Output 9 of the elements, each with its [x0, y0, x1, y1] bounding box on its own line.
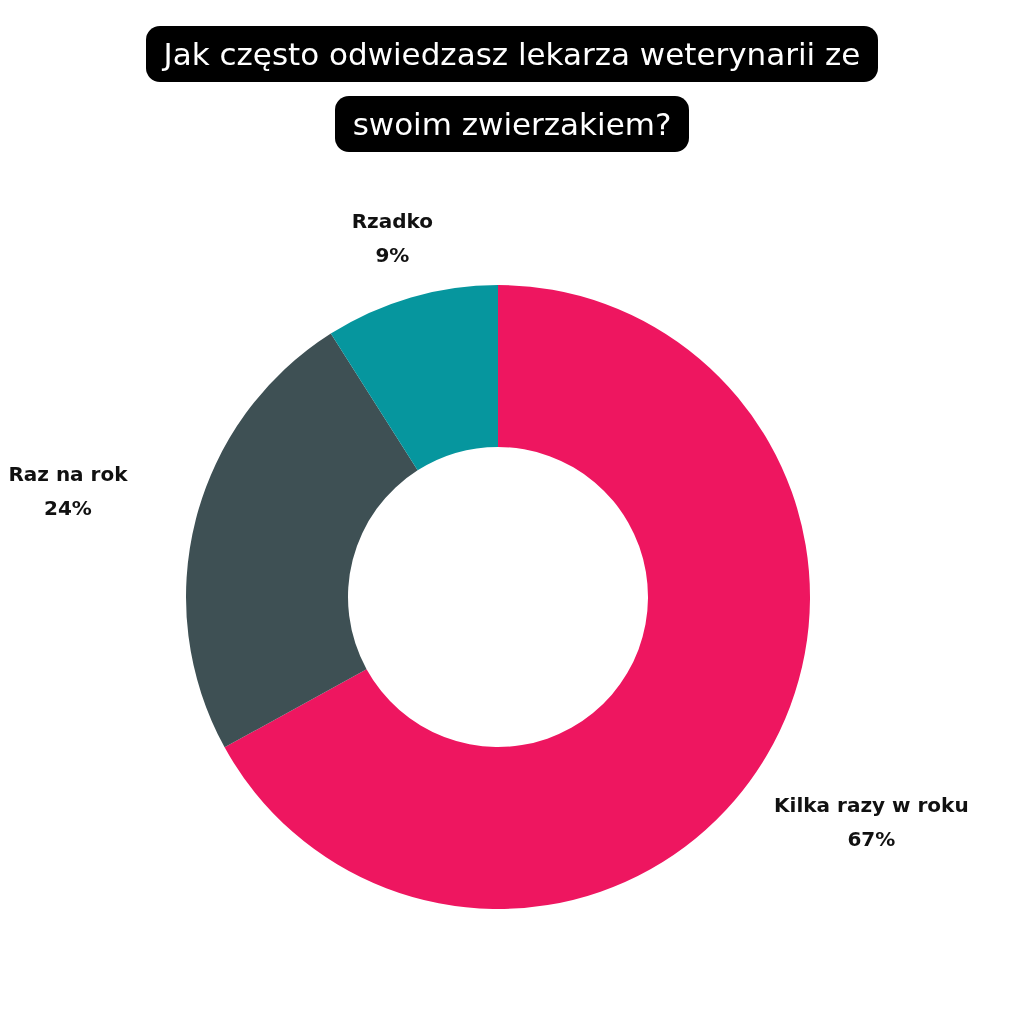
- chart-title: Jak często odwiedzasz lekarza weterynarii ze swoim zwierzakiem?: [145, 26, 879, 152]
- donut-slice: [330, 285, 498, 471]
- data-label: 9%: [375, 242, 410, 267]
- donut-slice: [186, 333, 418, 748]
- data-label: 67%: [847, 826, 896, 851]
- data-label: 24%: [44, 495, 92, 520]
- slice-label: Raz na rok: [8, 461, 129, 486]
- slice-label: Kilka razy w roku: [774, 792, 969, 817]
- slice-label: Rzadko: [351, 208, 434, 233]
